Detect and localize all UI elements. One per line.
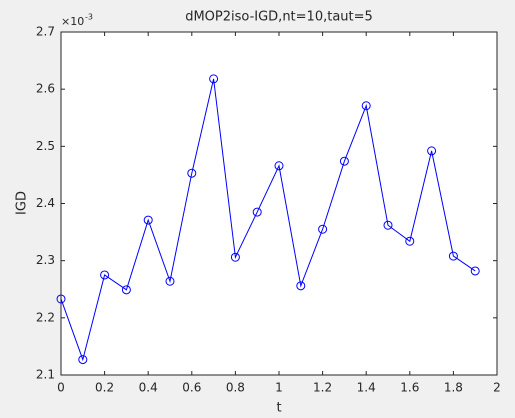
x-tick-label: 0 xyxy=(57,381,65,395)
data-point xyxy=(121,285,131,295)
data-point xyxy=(470,266,480,276)
data-point xyxy=(78,355,88,365)
data-point xyxy=(100,270,110,280)
data-point xyxy=(187,168,197,178)
data-point xyxy=(405,236,415,246)
y-multiplier-base: ×10 xyxy=(61,15,84,28)
x-tick-label: 0.4 xyxy=(139,381,158,395)
data-point xyxy=(274,161,284,171)
data-point xyxy=(361,101,371,111)
x-tick-label: 1.2 xyxy=(313,381,332,395)
y-tick-label: 2.6 xyxy=(36,82,55,96)
data-point xyxy=(448,251,458,261)
x-tick-label: 1.6 xyxy=(400,381,419,395)
data-point xyxy=(230,252,240,262)
y-tick-label: 2.4 xyxy=(36,196,55,210)
x-tick-label: 1.8 xyxy=(444,381,463,395)
data-point xyxy=(427,146,437,156)
x-tick-label: 0.6 xyxy=(182,381,201,395)
data-point xyxy=(252,207,262,217)
y-multiplier-power: -3 xyxy=(85,13,93,22)
data-point xyxy=(318,224,328,234)
y-tick-label: 2.2 xyxy=(36,310,55,324)
data-point xyxy=(143,215,153,225)
data-point xyxy=(296,281,306,291)
x-tick-label: 2 xyxy=(493,381,501,395)
y-tick-label: 2.1 xyxy=(36,368,55,382)
y-tick-label: 2.3 xyxy=(36,253,55,267)
plot-area xyxy=(60,31,498,376)
series-line xyxy=(60,78,476,362)
x-tick-label: 0.2 xyxy=(95,381,114,395)
x-tick-label: 1.4 xyxy=(357,381,376,395)
x-tick-label: 0.8 xyxy=(226,381,245,395)
data-point xyxy=(209,74,219,84)
x-axis-label: t xyxy=(276,401,281,416)
data-point xyxy=(339,156,349,166)
data-point xyxy=(56,294,66,304)
data-point xyxy=(165,276,175,286)
x-tick-label: 1 xyxy=(275,381,283,395)
data-point xyxy=(383,220,393,230)
y-tick-label: 2.5 xyxy=(36,139,55,153)
y-axis-label: IGD xyxy=(15,191,30,215)
y-tick-label: 2.7 xyxy=(36,25,55,39)
chart-title: dMOP2iso-IGD,nt=10,taut=5 xyxy=(185,10,373,25)
